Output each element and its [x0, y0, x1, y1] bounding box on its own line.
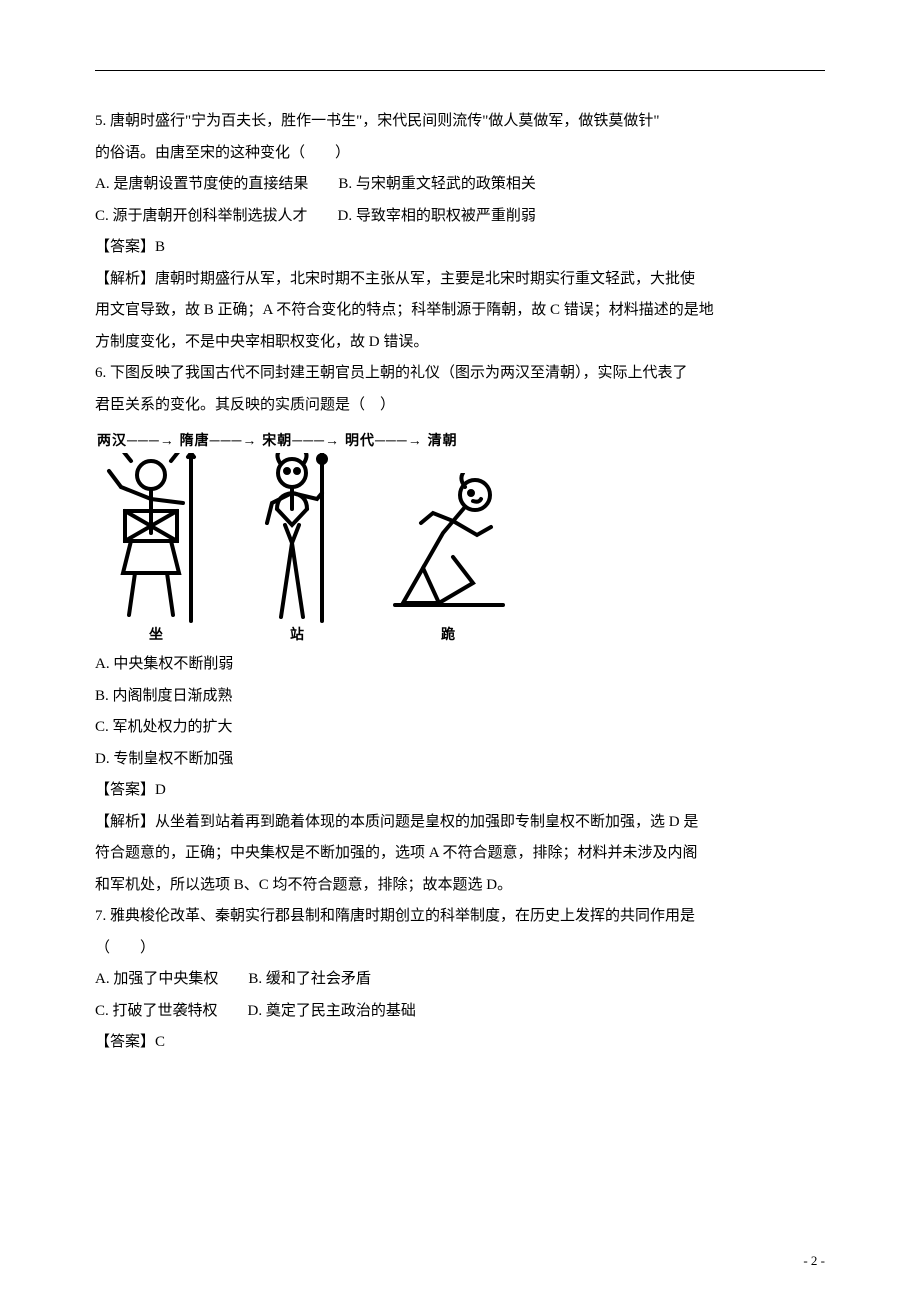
q7-options-ab: A. 加强了中央集权 B. 缓和了社会矛盾 [95, 964, 825, 996]
q6-explanation-line2: 符合题意的，正确；中央集权是不断加强的，选项 A 不符合题意，排除；材料并未涉及… [95, 838, 825, 870]
q6-figure-kneel: 跪 [383, 473, 513, 641]
q6-figure-sit: 坐 [101, 453, 211, 641]
q7-options-cd: C. 打破了世袭特权 D. 奠定了民主政治的基础 [95, 996, 825, 1028]
q7-answer: 【答案】C [95, 1027, 825, 1059]
q6-option-a: A. 中央集权不断削弱 [95, 649, 825, 681]
q6-caption-kneel: 跪 [441, 627, 455, 641]
page-container: 5. 唐朝时盛行"宁为百夫长，胜作一书生"，宋代民间则流传"做人莫做军，做铁莫做… [0, 0, 920, 1302]
q6-answer: 【答案】D [95, 775, 825, 807]
q6-caption-sit: 坐 [149, 627, 163, 641]
stick-figure-stand-icon [247, 453, 347, 623]
q6-figure-timeline: 两汉───→ 隋唐───→ 宋朝───→ 明代───→ 清朝 [95, 433, 825, 447]
q6-caption-stand: 站 [290, 627, 304, 641]
q5-options-ab: A. 是唐朝设置节度使的直接结果 B. 与宋朝重文轻武的政策相关 [95, 169, 825, 201]
q6-option-c: C. 军机处权力的扩大 [95, 712, 825, 744]
q7-stem-line1: 7. 雅典梭伦改革、秦朝实行郡县制和隋唐时期创立的科举制度，在历史上发挥的共同作… [95, 901, 825, 933]
q5-explanation-line2: 用文官导致，故 B 正确；A 不符合变化的特点；科举制源于隋朝，故 C 错误；材… [95, 295, 825, 327]
q5-explanation-line3: 方制度变化，不是中央宰相职权变化，故 D 错误。 [95, 327, 825, 359]
q5-stem-line1: 5. 唐朝时盛行"宁为百夫长，胜作一书生"，宋代民间则流传"做人莫做军，做铁莫做… [95, 106, 825, 138]
q6-figure: 两汉───→ 隋唐───→ 宋朝───→ 明代───→ 清朝 [95, 433, 825, 641]
q6-figure-stand: 站 [247, 453, 347, 641]
q5-options-cd: C. 源于唐朝开创科举制选拔人才 D. 导致宰相的职权被严重削弱 [95, 201, 825, 233]
page-number: - 2 - [803, 1247, 825, 1274]
q6-explanation-line3: 和军机处，所以选项 B、C 均不符合题意，排除；故本题选 D。 [95, 870, 825, 902]
stick-figure-sit-icon [101, 453, 211, 623]
q6-option-b: B. 内阁制度日渐成熟 [95, 681, 825, 713]
q6-stem-line1: 6. 下图反映了我国古代不同封建王朝官员上朝的礼仪（图示为两汉至清朝），实际上代… [95, 358, 825, 390]
q5-stem-line2: 的俗语。由唐至宋的这种变化（ ） [95, 138, 825, 170]
q5-explanation-line1: 【解析】唐朝时期盛行从军，北宋时期不主张从军，主要是北宋时期实行重文轻武，大批使 [95, 264, 825, 296]
q6-stem-line2: 君臣关系的变化。其反映的实质问题是（ ） [95, 390, 825, 422]
q6-figure-row: 坐 [95, 453, 825, 641]
q7-stem-line2: （ ） [95, 933, 825, 965]
q5-answer: 【答案】B [95, 232, 825, 264]
stick-figure-kneel-icon [383, 473, 513, 623]
q6-option-d: D. 专制皇权不断加强 [95, 744, 825, 776]
top-horizontal-rule [95, 70, 825, 71]
q6-explanation-line1: 【解析】从坐着到站着再到跪着体现的本质问题是皇权的加强即专制皇权不断加强，选 D… [95, 807, 825, 839]
